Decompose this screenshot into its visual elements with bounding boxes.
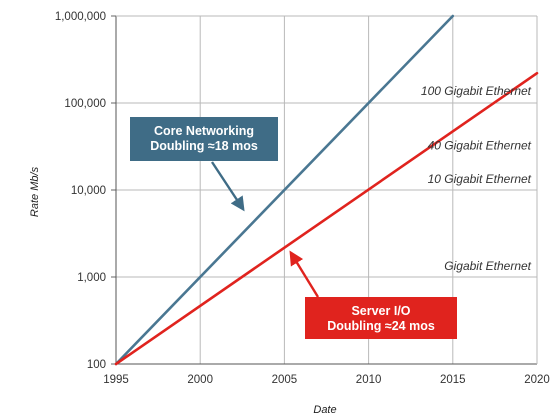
y-tick-label: 10,000	[71, 185, 106, 197]
y-axis-label: Rate Mb/s	[29, 166, 41, 217]
x-tick-label: 2015	[440, 374, 466, 386]
label-100-gigabit-ethernet: 100 Gigabit Ethernet	[421, 84, 532, 98]
ethernet-annotations: 100 Gigabit Ethernet 40 Gigabit Ethernet 1…	[421, 84, 532, 273]
y-tick-label: 100	[87, 359, 106, 371]
y-tick-label: 1,000	[77, 272, 106, 284]
x-tick-label: 2020	[524, 374, 550, 386]
x-tick-label: 2000	[187, 374, 213, 386]
x-tick-label: 1995	[103, 374, 129, 386]
server-io-line	[114, 71, 539, 366]
core-networking-line	[114, 14, 455, 366]
callout-line: Core Networking	[154, 124, 254, 138]
callout-box	[305, 297, 457, 339]
series-lines	[114, 14, 539, 366]
x-axis-label: Date	[313, 404, 336, 416]
x-tick-label: 2010	[356, 374, 382, 386]
y-tick-label: 1,000,000	[55, 11, 106, 23]
x-tick-label: 2005	[272, 374, 298, 386]
label-10-gigabit-ethernet: 10 Gigabit Ethernet	[428, 172, 532, 186]
label-40-gigabit-ethernet: 40 Gigabit Ethernet	[428, 139, 532, 153]
callout-line: Doubling ≈24 mos	[327, 319, 435, 333]
callout-box	[130, 117, 278, 161]
callout-line: Server I/O	[351, 304, 410, 318]
label-gigabit-ethernet: Gigabit Ethernet	[444, 259, 531, 273]
callout-line: Doubling ≈18 mos	[150, 139, 258, 153]
callout-arrow	[210, 161, 245, 212]
callout-arrow	[289, 250, 320, 298]
y-tick-label: 100,000	[64, 98, 106, 110]
tick-labels: 1995 2000 2005 2010 2015 2020 100 1,000 10,000 10…	[55, 11, 550, 386]
